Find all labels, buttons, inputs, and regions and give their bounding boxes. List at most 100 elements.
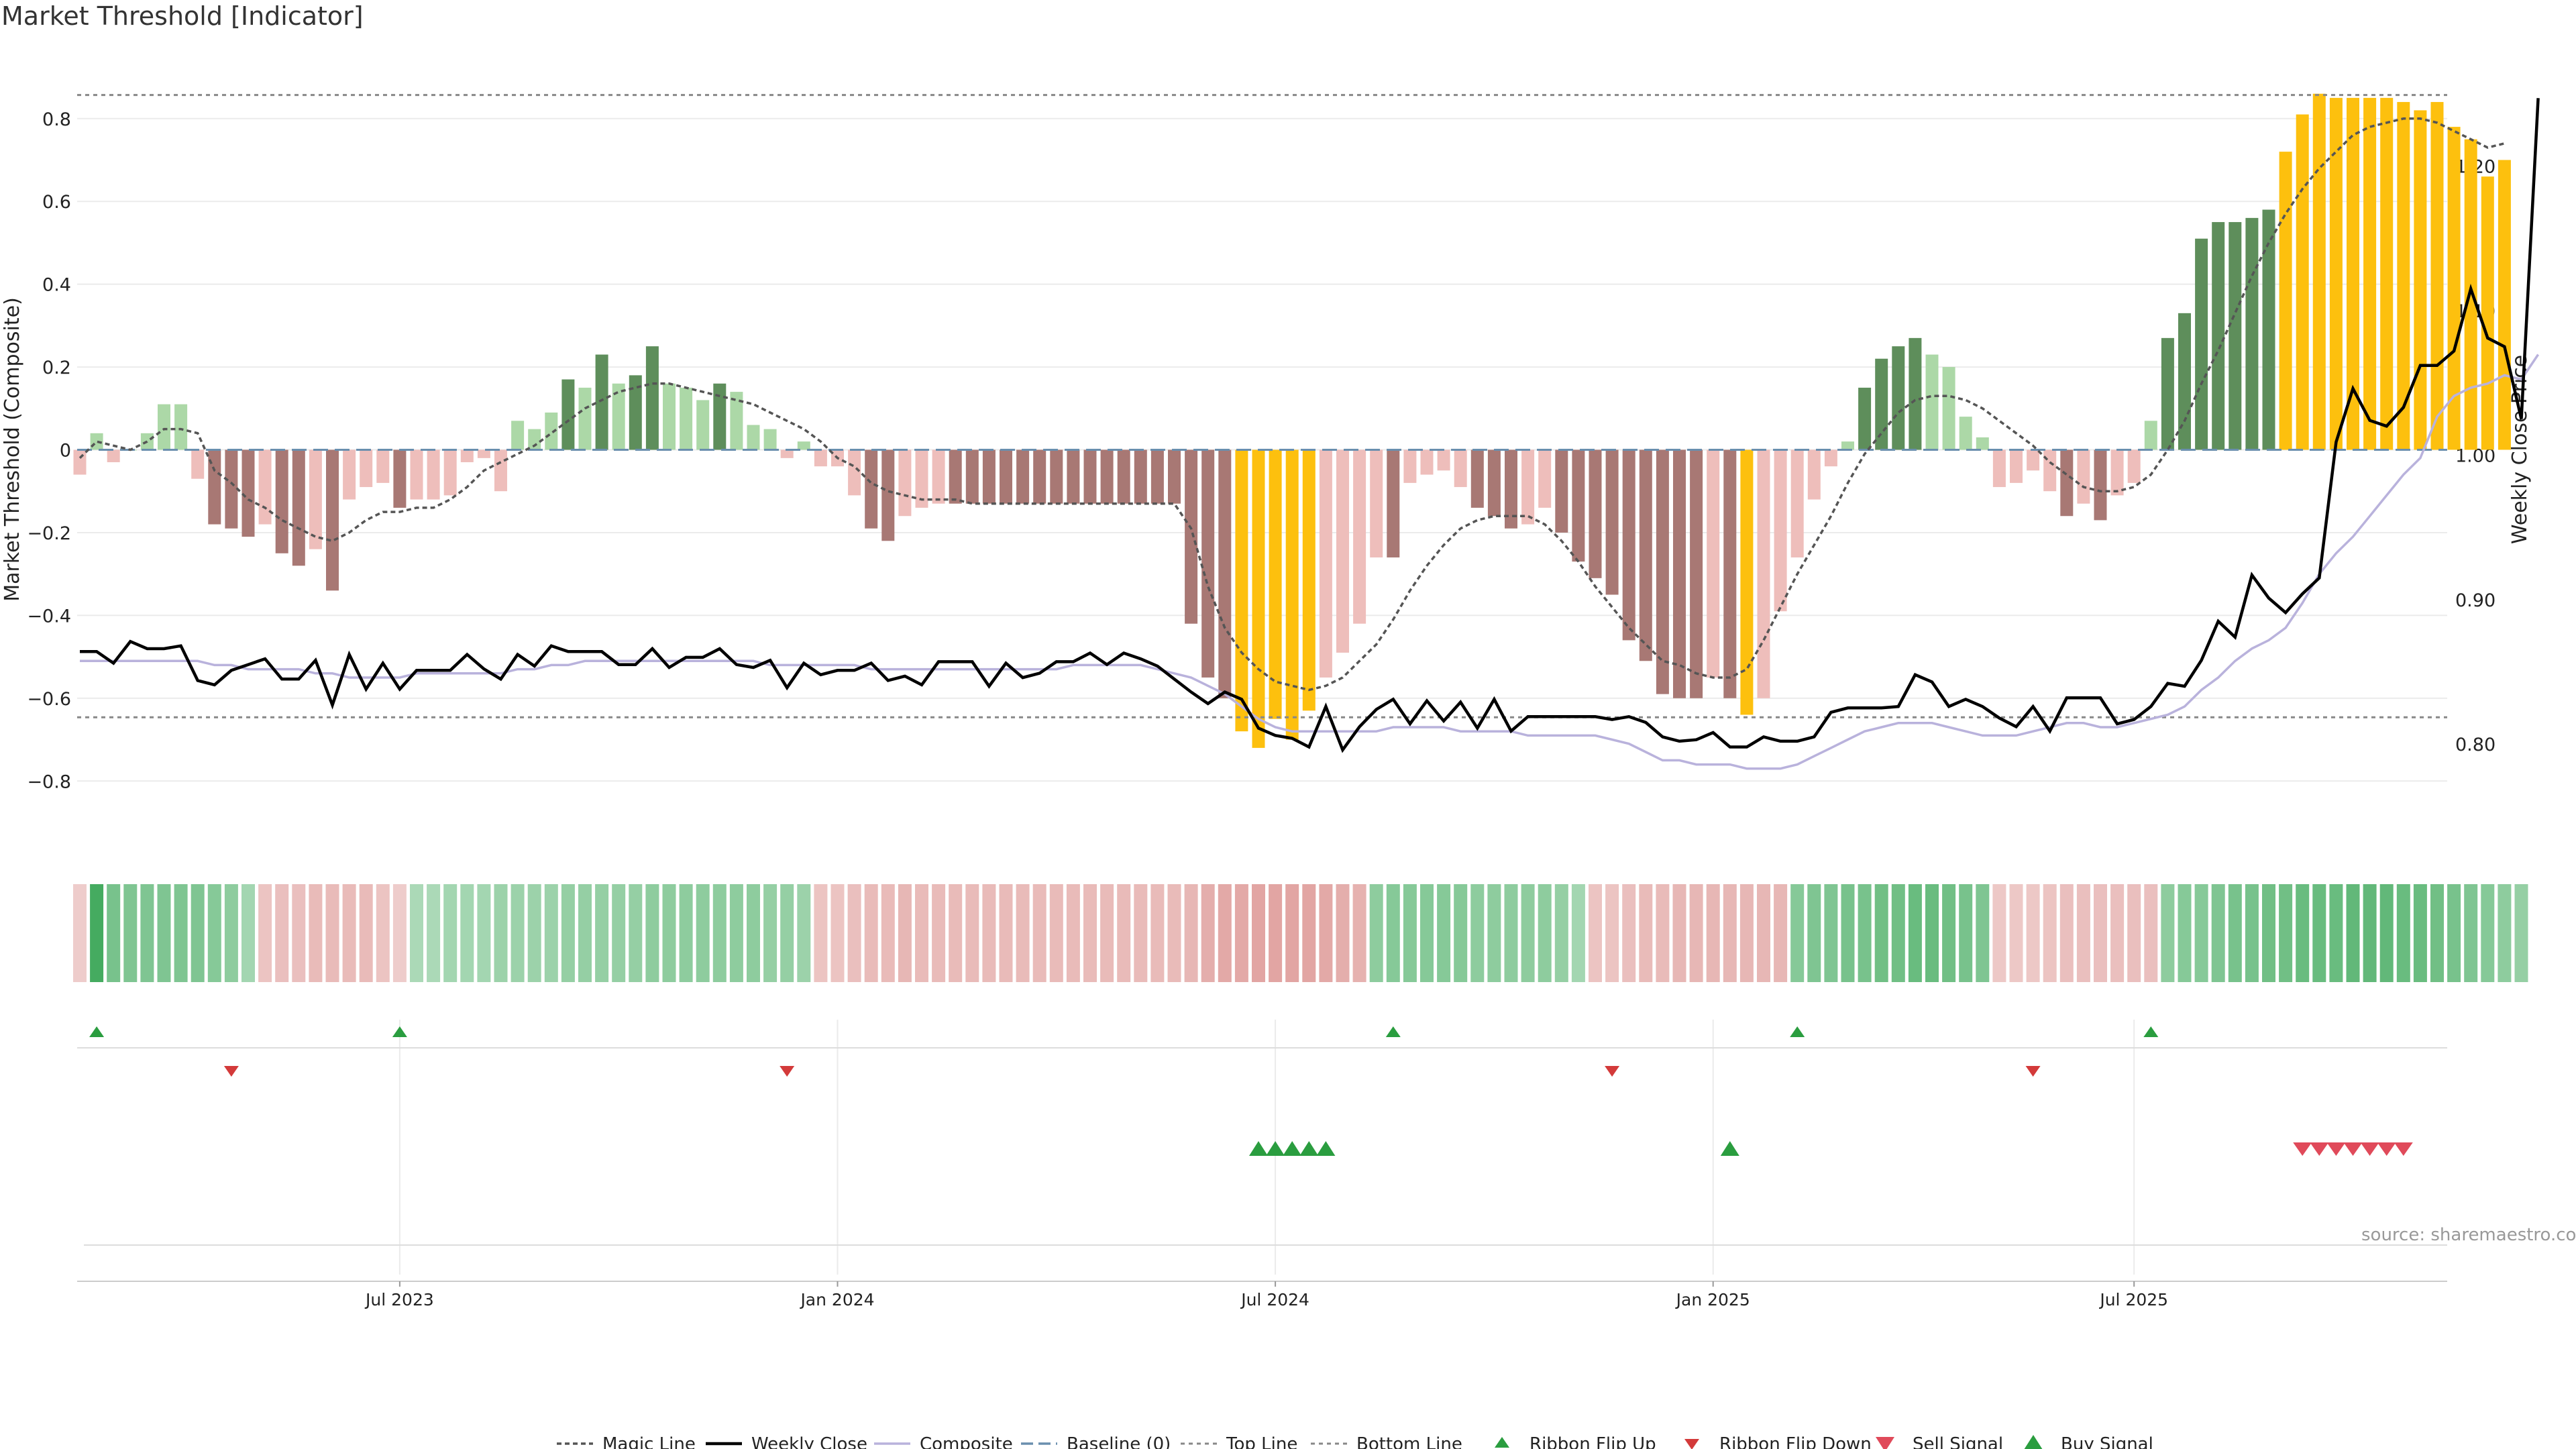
composite-bar bbox=[545, 412, 558, 450]
composite-bar bbox=[2329, 97, 2343, 450]
ribbon-cell bbox=[224, 884, 238, 982]
ribbon-cell bbox=[2262, 884, 2275, 982]
composite-bar bbox=[174, 404, 188, 450]
ribbon-cell bbox=[696, 884, 710, 982]
buy-signal-marker bbox=[1316, 1141, 1336, 1156]
ribbon-cell bbox=[1554, 884, 1568, 982]
ribbon-cell bbox=[2312, 884, 2326, 982]
ribbon-cell bbox=[1959, 884, 1973, 982]
ribbon-flip-up-marker bbox=[1385, 1026, 1401, 1037]
ribbon-cell bbox=[544, 884, 558, 982]
composite-bar bbox=[2312, 93, 2326, 450]
composite-bar bbox=[1992, 449, 2006, 488]
composite-bar bbox=[2178, 313, 2191, 450]
composite-bar bbox=[629, 375, 642, 450]
y-tick-label: 0 bbox=[60, 441, 71, 462]
composite-bar bbox=[797, 441, 810, 450]
composite-bar bbox=[561, 379, 575, 450]
composite-bar bbox=[1959, 417, 1972, 450]
composite-bar bbox=[713, 383, 727, 450]
legend-label-baseline: Baseline (0) bbox=[1067, 1434, 1171, 1449]
ribbon-cell bbox=[2346, 884, 2360, 982]
composite-bar bbox=[1252, 449, 1265, 748]
composite-bar bbox=[680, 387, 693, 450]
ribbon-cell bbox=[275, 884, 289, 982]
composite-bar bbox=[763, 429, 777, 450]
composite-bar bbox=[1707, 449, 1720, 678]
ribbon-cell bbox=[1992, 884, 2006, 982]
composite-bar bbox=[427, 449, 440, 500]
ribbon-cell bbox=[477, 884, 491, 982]
ribbon-cell bbox=[1218, 884, 1232, 982]
composite-bar bbox=[865, 449, 878, 529]
composite-bar bbox=[460, 449, 474, 463]
composite-bar bbox=[2447, 127, 2461, 450]
composite-bar bbox=[2010, 449, 2023, 483]
buy-signal-marker bbox=[1720, 1141, 1739, 1156]
ribbon-cell bbox=[999, 884, 1013, 982]
ribbon-cell bbox=[830, 884, 845, 982]
ribbon-cell bbox=[1571, 884, 1585, 982]
composite-bar bbox=[1487, 449, 1501, 517]
legend-label-buy: Buy Signal bbox=[2061, 1434, 2153, 1449]
ribbon-cell bbox=[898, 884, 912, 982]
y-tick-label: 0.8 bbox=[42, 109, 71, 130]
ribbon-cell bbox=[1352, 884, 1366, 982]
composite-bar bbox=[275, 449, 288, 553]
ribbon-cell bbox=[780, 884, 794, 982]
composite-bar bbox=[1892, 346, 1905, 450]
ribbon-cell bbox=[1302, 884, 1316, 982]
composite-bar bbox=[2144, 421, 2157, 450]
composite-bar bbox=[494, 449, 507, 492]
ribbon-cell bbox=[1976, 884, 1990, 982]
ribbon-cell bbox=[309, 884, 323, 982]
ribbon-cell bbox=[392, 884, 407, 982]
composite-bar bbox=[1622, 449, 1635, 641]
composite-bar bbox=[1218, 449, 1232, 698]
composite-bar bbox=[2279, 152, 2292, 450]
ribbon-cell bbox=[561, 884, 575, 982]
y-tick-label: 0.6 bbox=[42, 192, 71, 213]
sell-signal-marker bbox=[2360, 1142, 2379, 1156]
ribbon-cell bbox=[1319, 884, 1333, 982]
composite-bar bbox=[1976, 437, 1989, 450]
chart-title: Market Threshold [Indicator] bbox=[1, 1, 364, 31]
composite-bar bbox=[1841, 441, 1854, 450]
ribbon-cell bbox=[410, 884, 423, 982]
composite-bar bbox=[965, 449, 979, 504]
composite-bar bbox=[848, 449, 861, 496]
ribbon-cell bbox=[2211, 884, 2225, 982]
legend-flip-up-swatch bbox=[1495, 1437, 1509, 1448]
ribbon-cell bbox=[2144, 884, 2158, 982]
ribbon-cell bbox=[1942, 884, 1956, 982]
ribbon-flip-down-marker bbox=[780, 1066, 795, 1077]
composite-bar bbox=[915, 449, 928, 508]
composite-bar bbox=[1353, 449, 1366, 624]
composite-bar bbox=[2027, 449, 2040, 471]
ribbon-cell bbox=[443, 884, 458, 982]
composite-bar bbox=[1235, 449, 1248, 732]
ribbon-cell bbox=[612, 884, 626, 982]
composite-bar bbox=[1185, 449, 1198, 624]
ribbon-cell bbox=[2127, 884, 2141, 982]
composite-bar bbox=[2077, 449, 2090, 504]
composite-bar bbox=[1774, 449, 1787, 612]
ribbon-cell bbox=[1824, 884, 1838, 982]
composite-bar bbox=[1033, 449, 1046, 504]
composite-bar bbox=[663, 383, 676, 450]
composite-bar bbox=[1201, 449, 1215, 678]
ribbon-flip-up-marker bbox=[2143, 1026, 2159, 1037]
ribbon-cell bbox=[1723, 884, 1737, 982]
ribbon-cell bbox=[1521, 884, 1535, 982]
ribbon-cell bbox=[292, 884, 306, 982]
ribbon-cell bbox=[325, 884, 339, 982]
legend-label-composite: Composite bbox=[920, 1434, 1013, 1449]
composite-bar bbox=[191, 449, 205, 479]
composite-bar bbox=[477, 449, 490, 458]
composite-bar bbox=[1690, 449, 1703, 698]
composite-bar bbox=[1605, 449, 1619, 595]
ribbon-cell bbox=[1925, 884, 1939, 982]
x-tick-label: Jul 2023 bbox=[364, 1290, 434, 1309]
ribbon-cell bbox=[1774, 884, 1788, 982]
composite-bar bbox=[73, 449, 87, 475]
